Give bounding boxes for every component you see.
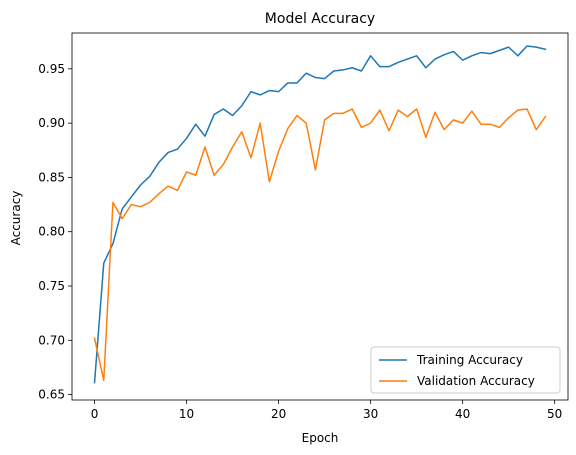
series-line-validation <box>93 108 547 382</box>
y-tick-label: 0.85 <box>38 170 65 184</box>
legend-label: Training Accuracy <box>416 353 523 367</box>
legend-box <box>370 346 561 394</box>
x-tick-label: 40 <box>455 407 470 421</box>
plot-frame <box>71 32 569 401</box>
y-tick-label: 0.75 <box>38 279 65 293</box>
y-axis-ticks: 0.65 0.70 0.75 0.80 0.85 0.90 0.95 <box>38 62 72 402</box>
y-tick-label: 0.80 <box>38 225 65 239</box>
y-tick-label: 0.70 <box>38 333 65 347</box>
y-tick-label: 0.65 <box>38 388 65 402</box>
x-tick-label: 20 <box>271 407 286 421</box>
chart-title: Model Accuracy <box>265 11 375 27</box>
legend-label: Validation Accuracy <box>417 374 535 388</box>
series-layer <box>93 45 547 384</box>
x-tick-label: 30 <box>363 407 378 421</box>
x-tick-label: 10 <box>179 407 194 421</box>
x-tick-label: 0 <box>91 407 99 421</box>
y-tick-label: 0.95 <box>38 62 65 76</box>
legend: Training Accuracy Validation Accuracy <box>370 346 561 394</box>
x-axis-label: Epoch <box>302 431 339 445</box>
series-line-training <box>93 45 547 384</box>
y-axis-label: Accuracy <box>9 191 23 246</box>
x-axis-ticks: 0 10 20 30 40 50 <box>91 400 562 421</box>
y-tick-label: 0.90 <box>38 116 65 130</box>
x-tick-label: 50 <box>547 407 562 421</box>
plot-area <box>71 32 569 401</box>
